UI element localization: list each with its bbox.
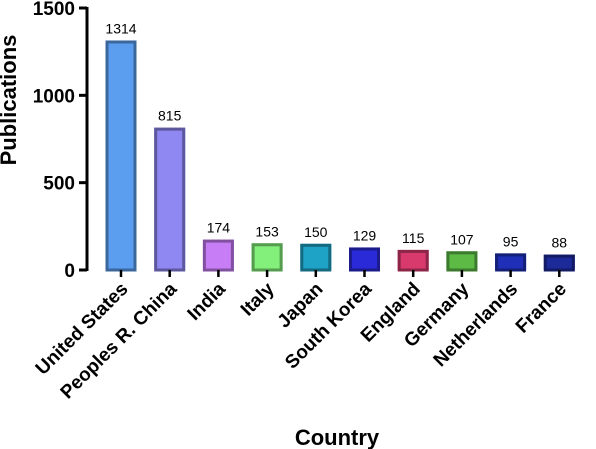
bar [202, 239, 234, 270]
bar-value-label: 88 [552, 235, 568, 251]
bar-value-label: 815 [158, 108, 182, 124]
bar-value-label: 174 [207, 220, 231, 236]
bar [251, 243, 283, 270]
bar [349, 247, 380, 270]
y-axis-title: Publications [0, 35, 21, 166]
x-category-label: France [512, 279, 571, 338]
bar-value-label: 107 [450, 231, 474, 247]
y-axis: 0 500 1000 1500 [33, 0, 89, 282]
bar [446, 251, 478, 270]
bar [543, 254, 575, 270]
y-tick-label: 1000 [33, 86, 75, 107]
bar [154, 127, 186, 270]
bar-value-label: 150 [304, 224, 328, 240]
bar-value-label: 115 [402, 230, 425, 246]
data-labels: 1314 815 174 153 150 129 115 107 95 88 [105, 20, 567, 250]
y-tick-label: 500 [43, 174, 75, 195]
bar [495, 253, 527, 270]
y-tick-label: 1500 [33, 0, 75, 20]
bar-value-label: 153 [255, 223, 279, 239]
bar [300, 243, 332, 270]
bar-value-label: 1314 [105, 20, 136, 36]
x-category-label: India [184, 278, 231, 325]
bar-value-label: 95 [503, 233, 519, 249]
bar-value-label: 129 [353, 227, 377, 243]
y-tick-label: 0 [64, 261, 75, 282]
bar [105, 40, 137, 270]
x-axis-title: Country [295, 425, 380, 449]
x-category-label: Italy [237, 278, 279, 320]
bar [397, 249, 429, 270]
